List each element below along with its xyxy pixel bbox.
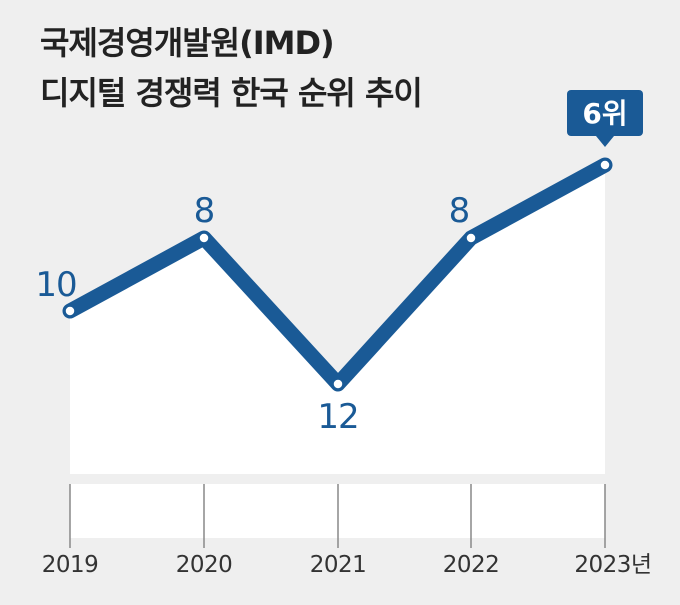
data-point-2019 [63,304,77,318]
x-tick-label-3: 2022 [443,552,500,578]
data-point-2023년 [598,158,612,172]
latest-rank-badge [567,90,643,136]
badge-pointer [596,136,614,147]
point-label-2020: 8 [194,191,215,231]
point-label-2021: 12 [317,397,358,437]
point-label-2019: 10 [35,265,76,305]
chart-title: 국제경영개발원(IMD) 디지털 경쟁력 한국 순위 추이 [40,18,423,118]
x-tick-label-2: 2021 [310,552,367,578]
data-point-2020 [197,231,211,245]
x-tick-label-4: 2023년 [574,552,651,578]
point-label-2022: 8 [449,191,470,231]
title-line-1: 국제경영개발원(IMD) [40,24,335,62]
data-point-2022 [464,231,478,245]
point-label-2023년: 6위 [582,97,627,130]
x-tick-label-1: 2020 [176,552,233,578]
title-line-2: 디지털 경쟁력 한국 순위 추이 [40,74,423,112]
data-point-2021 [331,377,345,391]
x-tick-label-0: 2019 [42,552,99,578]
